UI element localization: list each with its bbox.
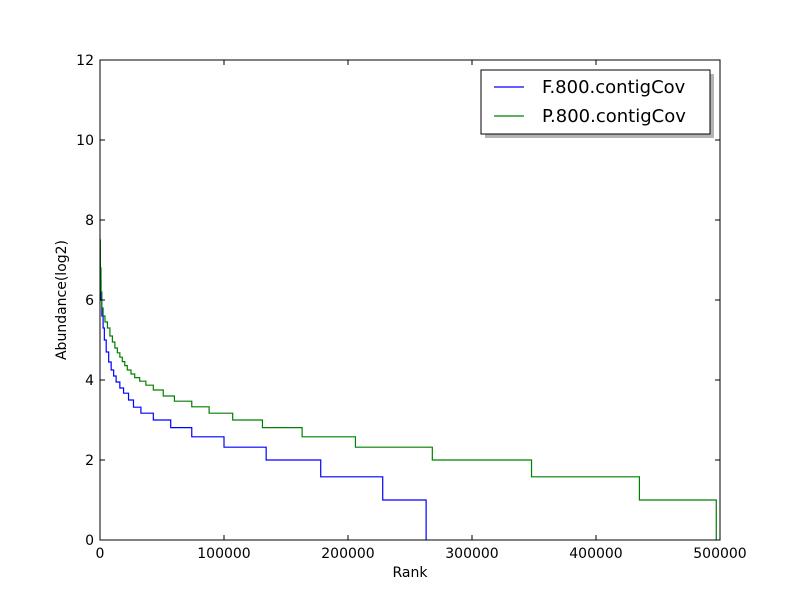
x-axis: 0 100000 200000 300000 400000 500000: [96, 60, 747, 562]
series-line-2: [99, 239, 717, 540]
x-tick-label: 500000: [693, 546, 746, 562]
legend-label-1: F.800.contigCov: [542, 77, 686, 98]
plot-area: [100, 60, 720, 540]
y-tick-label: 8: [85, 213, 94, 229]
x-tick-label: 300000: [445, 546, 498, 562]
legend: F.800.contigCov P.800.contigCov: [480, 69, 714, 138]
y-tick-label: 4: [85, 373, 94, 389]
legend-label-2: P.800.contigCov: [542, 106, 686, 127]
x-tick-label: 0: [96, 546, 105, 562]
x-tick-label: 200000: [321, 546, 374, 562]
x-tick-label: 400000: [569, 546, 622, 562]
y-axis-title: Abundance(log2): [54, 240, 70, 360]
y-tick-label: 2: [85, 453, 94, 469]
y-tick-label: 0: [85, 533, 94, 549]
x-axis-title: Rank: [393, 565, 429, 581]
series-layer: [99, 239, 717, 540]
legend-box: [480, 69, 711, 135]
y-tick-label: 10: [76, 133, 94, 149]
y-axis: 0 2 4 6 8 10 12: [76, 53, 720, 549]
y-tick-label: 6: [85, 293, 94, 309]
series-line-1: [99, 247, 427, 540]
x-tick-label: 100000: [197, 546, 250, 562]
y-tick-label: 12: [76, 53, 94, 69]
